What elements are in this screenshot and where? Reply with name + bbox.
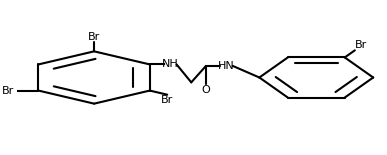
Text: Br: Br: [355, 40, 367, 50]
Text: Br: Br: [2, 86, 15, 96]
Text: Br: Br: [88, 32, 100, 42]
Text: HN: HN: [218, 61, 235, 71]
Text: Br: Br: [161, 95, 173, 105]
Text: O: O: [202, 85, 210, 95]
Text: NH: NH: [162, 59, 178, 69]
